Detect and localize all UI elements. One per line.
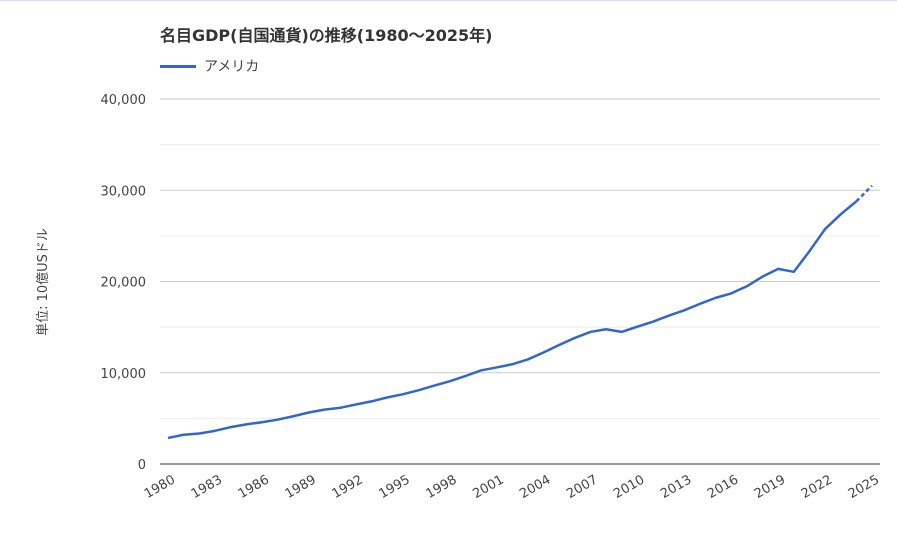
x-tick-label: 1992 bbox=[330, 472, 366, 502]
y-tick-label: 30,000 bbox=[101, 184, 147, 199]
x-tick-label: 2004 bbox=[517, 472, 553, 502]
x-tick-label: 1986 bbox=[236, 472, 272, 502]
top-border bbox=[0, 0, 897, 1]
x-tick-label: 2007 bbox=[564, 472, 600, 502]
series-line-america-estimate bbox=[855, 184, 873, 203]
x-tick-label: 1980 bbox=[142, 472, 178, 502]
x-tick-label: 1995 bbox=[377, 472, 413, 502]
x-tick-label: 2016 bbox=[705, 472, 741, 502]
legend-label: アメリカ bbox=[204, 59, 260, 75]
x-tick-label: 2013 bbox=[658, 472, 694, 502]
y-tick-label: 20,000 bbox=[101, 276, 147, 291]
chart-title: 名目GDP(自国通貨)の推移(1980～2025年) bbox=[160, 26, 493, 45]
x-tick-label: 2025 bbox=[846, 472, 882, 502]
x-tick-label: 2001 bbox=[470, 472, 506, 502]
legend-swatch bbox=[160, 64, 196, 68]
y-tick-label: 10,000 bbox=[101, 367, 147, 382]
x-tick-label: 2019 bbox=[752, 472, 788, 502]
y-tick-label: 0 bbox=[138, 458, 146, 473]
x-tick-label: 1983 bbox=[189, 472, 225, 502]
x-tick-label: 1998 bbox=[423, 472, 459, 502]
y-tick-label: 40,000 bbox=[101, 93, 147, 108]
legend[interactable]: アメリカ bbox=[160, 56, 259, 76]
x-tick-label: 1989 bbox=[283, 472, 319, 502]
y-axis-label: 単位: 10億USドル bbox=[35, 228, 51, 336]
x-tick-label: 2010 bbox=[611, 472, 647, 502]
x-tick-label: 2022 bbox=[799, 472, 835, 502]
series-line-america bbox=[167, 200, 858, 440]
